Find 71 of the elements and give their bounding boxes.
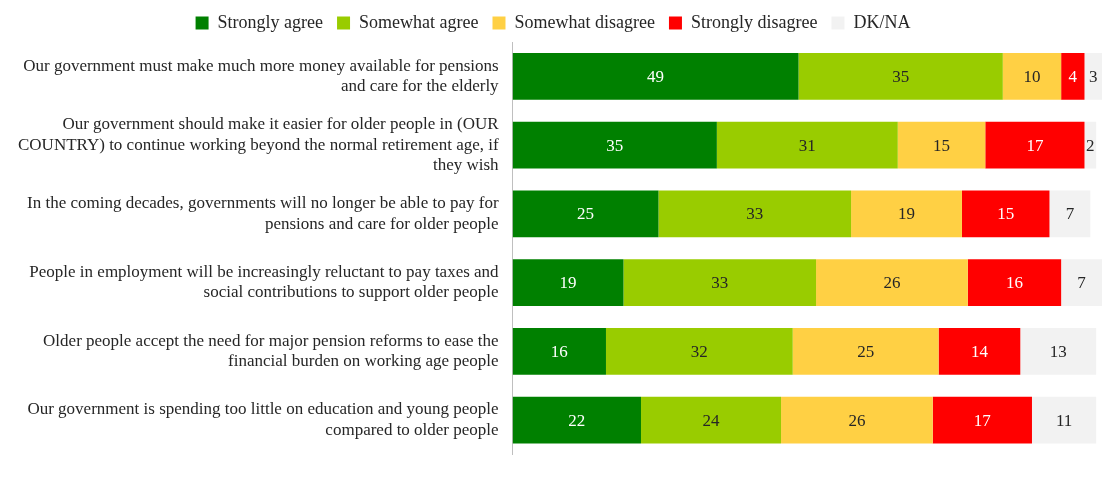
data-label: 32 — [690, 341, 708, 361]
data-label: 3 — [1089, 66, 1098, 86]
data-label: 16 — [1005, 273, 1023, 293]
y-tick-label: Our government must make much more money available for pensions and care for the elderly — [23, 55, 500, 96]
legend-label: Strongly agree — [217, 11, 324, 32]
data-label: 7 — [1077, 273, 1087, 293]
bar — [1031, 396, 1097, 444]
data-label: 35 — [892, 66, 910, 86]
data-label: 19 — [559, 273, 577, 293]
bar — [792, 328, 939, 375]
bar — [512, 53, 799, 100]
data-label: 49 — [647, 66, 665, 86]
bar — [1084, 121, 1097, 169]
bar — [512, 328, 606, 375]
bar — [798, 53, 1003, 100]
data-label: 17 — [1026, 135, 1044, 155]
data-label: 22 — [568, 410, 586, 430]
bar — [897, 121, 986, 169]
bar — [512, 121, 717, 169]
data-label: 25 — [857, 341, 875, 361]
data-label: 33 — [746, 204, 764, 224]
y-tick-label: People in employment will be increasingly reluctant to pay taxes and social contributions to support older people — [29, 261, 500, 302]
legend-label: Somewhat agree — [359, 11, 479, 32]
bar — [716, 121, 898, 169]
bar — [1084, 53, 1102, 100]
bar — [1002, 53, 1062, 100]
bar — [512, 190, 659, 238]
bar — [1061, 53, 1085, 100]
data-label: 13 — [1049, 341, 1067, 361]
bar — [605, 328, 793, 375]
bar — [816, 259, 968, 307]
bar — [961, 190, 1050, 238]
data-label: 16 — [550, 341, 568, 361]
y-tick-label: Our government should make it easier for older people in (OUR COUNTRY) to continue working beyond the normal retirement age, if they wish — [18, 114, 500, 175]
bar — [512, 396, 641, 444]
bar — [1049, 190, 1091, 238]
legend-label: DK/NA — [853, 11, 911, 32]
data-label: 26 — [883, 273, 901, 293]
data-label: 19 — [898, 204, 916, 224]
data-label: 26 — [848, 410, 866, 430]
bar — [640, 396, 782, 444]
y-tick-label: Older people accept the need for major pension reforms to ease the financial burden on working age people — [43, 330, 499, 371]
bar — [967, 259, 1062, 307]
bar — [658, 190, 852, 238]
data-label: 24 — [702, 410, 721, 430]
data-label: 7 — [1065, 204, 1075, 224]
bar — [932, 396, 1032, 444]
y-tick-label: Our government is spending too little on education and young people compared to older people — [27, 399, 499, 439]
data-label: 15 — [997, 204, 1015, 224]
data-label: 33 — [711, 273, 729, 293]
bar — [1061, 259, 1102, 307]
bar — [512, 259, 624, 307]
data-label: 4 — [1068, 66, 1078, 86]
data-label: 10 — [1023, 66, 1041, 86]
data-label: 17 — [973, 410, 992, 430]
y-tick-label: In the coming decades, governments will no longer be able to pay for pensions and care for older people — [27, 193, 499, 233]
bar — [851, 190, 962, 238]
bar — [623, 259, 817, 307]
bar — [781, 396, 933, 444]
legend-label: Strongly disagree — [690, 11, 818, 32]
data-label: 11 — [1055, 410, 1073, 430]
data-label: 15 — [933, 135, 951, 155]
data-label: 2 — [1086, 135, 1095, 155]
data-label: 35 — [606, 135, 624, 155]
bar — [1020, 328, 1097, 375]
data-label: 31 — [798, 135, 816, 155]
data-label: 14 — [970, 341, 989, 361]
legend-label: Somewhat disagree — [514, 11, 655, 32]
bar — [985, 121, 1085, 169]
bar — [938, 328, 1021, 375]
data-label: 25 — [577, 204, 595, 224]
